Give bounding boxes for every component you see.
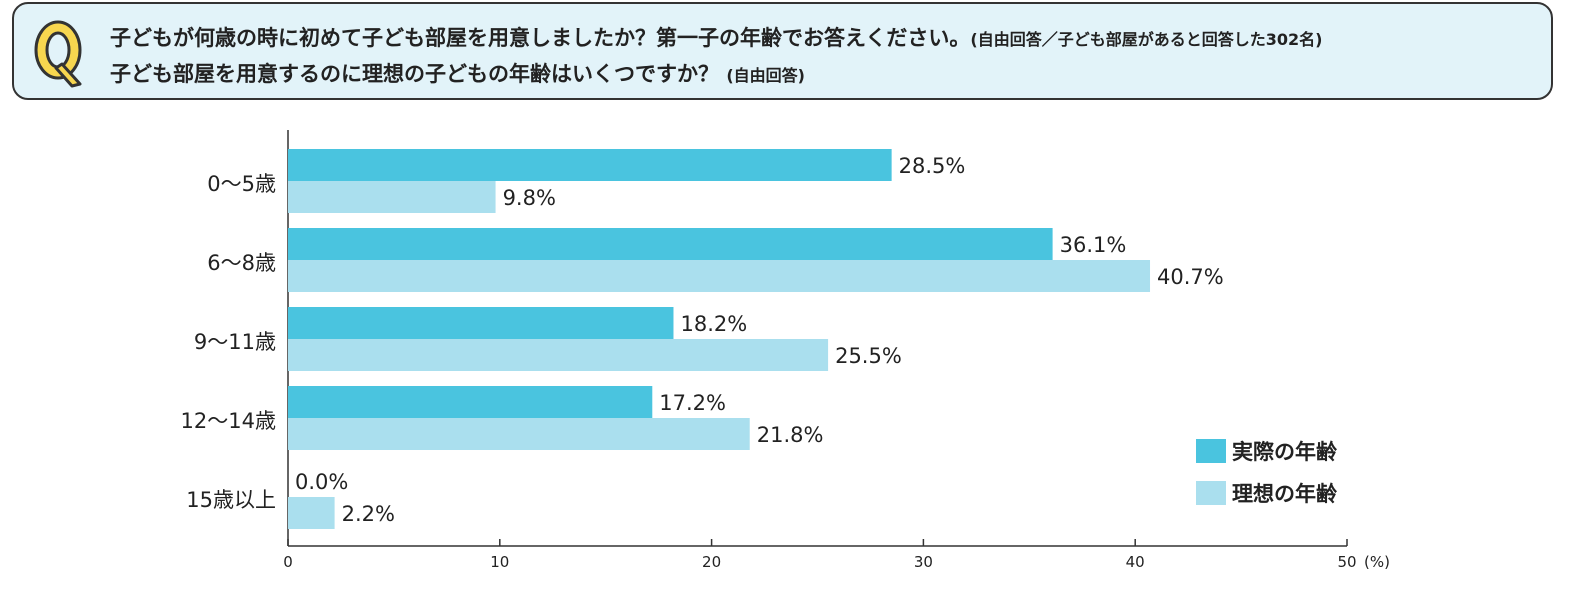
bar-ideal (288, 418, 750, 450)
x-tick-label: 10 (490, 553, 509, 571)
question-1-text: 子どもが何歳の時に初めて子ども部屋を用意しましたか？第一子の年齢でお答えください… (110, 26, 971, 50)
bar-ideal (288, 339, 829, 371)
question-2-note: (自由回答) (726, 66, 805, 85)
question-1: 子どもが何歳の時に初めて子ども部屋を用意しましたか？第一子の年齢でお答えください… (110, 22, 1322, 52)
value-label-actual: 17.2% (659, 391, 726, 415)
category-label: 9〜11歳 (194, 330, 276, 354)
value-label-actual: 36.1% (1060, 233, 1127, 257)
x-unit-label: (%) (1364, 553, 1390, 571)
value-label-actual: 18.2% (680, 312, 747, 336)
value-label-actual: 0.0% (295, 470, 348, 494)
bar-ideal (288, 497, 335, 529)
category-label: 0〜5歳 (207, 172, 276, 196)
x-tick-label: 20 (702, 553, 721, 571)
legend-item-actual: 実際の年齢 (1196, 436, 1337, 466)
question-2: 子ども部屋を用意するのに理想の子どもの年齢はいくつですか？ (自由回答) (110, 58, 805, 88)
x-tick-label: 30 (914, 553, 933, 571)
bar-actual (288, 149, 892, 181)
bar-actual (288, 228, 1053, 260)
x-tick-label: 0 (283, 553, 293, 571)
question-2-text: 子ども部屋を用意するのに理想の子どもの年齢はいくつですか？ (110, 62, 719, 86)
legend-label-ideal: 理想の年齢 (1232, 482, 1337, 506)
value-label-ideal: 21.8% (757, 423, 824, 447)
bar-ideal (288, 181, 496, 213)
bar-ideal (288, 260, 1151, 292)
value-label-actual: 28.5% (899, 154, 966, 178)
legend-label-actual: 実際の年齢 (1232, 440, 1337, 464)
question-1-note: (自由回答／子ども部屋があると回答した302名) (970, 30, 1323, 49)
bar-actual (288, 386, 653, 418)
value-label-ideal: 9.8% (503, 186, 556, 210)
legend: 実際の年齢 理想の年齢 (1196, 436, 1337, 520)
x-tick-label: 40 (1126, 553, 1145, 571)
value-label-ideal: 25.5% (835, 344, 902, 368)
legend-item-ideal: 理想の年齢 (1196, 478, 1337, 508)
category-label: 6〜8歳 (207, 251, 276, 275)
legend-swatch-actual (1196, 439, 1226, 463)
question-box: 子どもが何歳の時に初めて子ども部屋を用意しましたか？第一子の年齢でお答えください… (12, 2, 1553, 100)
value-label-ideal: 40.7% (1157, 265, 1224, 289)
value-label-ideal: 2.2% (342, 502, 395, 526)
q-badge-icon (34, 20, 82, 88)
x-tick-label: 50 (1337, 553, 1356, 571)
legend-swatch-ideal (1196, 481, 1226, 505)
category-label: 15歳以上 (186, 488, 276, 512)
bar-actual (288, 307, 674, 339)
category-label: 12〜14歳 (181, 409, 276, 433)
